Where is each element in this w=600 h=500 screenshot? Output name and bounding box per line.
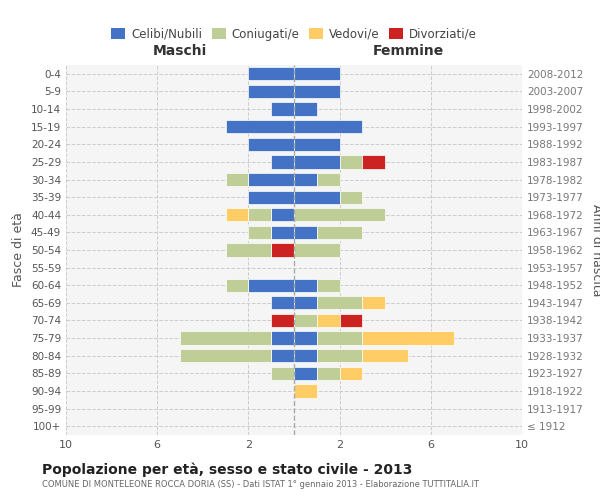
Bar [226,244,271,256]
Bar [226,278,248,292]
Bar [294,67,340,80]
Bar [271,156,294,168]
Bar [294,138,340,151]
Bar [226,173,248,186]
Bar [294,314,317,327]
Bar [294,332,317,344]
Bar [340,366,362,380]
Bar [294,244,340,256]
Text: Maschi: Maschi [153,44,207,58]
Bar [294,156,340,168]
Bar [294,278,317,292]
Bar [226,120,294,134]
Bar [271,226,294,239]
Bar [294,384,317,398]
Bar [271,349,294,362]
Bar [294,190,340,204]
Bar [248,67,294,80]
Bar [294,226,317,239]
Bar [294,120,362,134]
Bar [294,296,317,310]
Bar [248,173,294,186]
Bar [317,349,362,362]
Bar [271,244,294,256]
Text: Popolazione per età, sesso e stato civile - 2013: Popolazione per età, sesso e stato civil… [42,462,412,477]
Bar [180,332,271,344]
Bar [340,156,362,168]
Bar [340,190,362,204]
Bar [248,190,294,204]
Bar [180,349,271,362]
Bar [317,226,362,239]
Y-axis label: Fasce di età: Fasce di età [13,212,25,288]
Bar [248,138,294,151]
Bar [317,296,362,310]
Bar [294,85,340,98]
Y-axis label: Anni di nascita: Anni di nascita [590,204,600,296]
Bar [294,173,317,186]
Bar [362,296,385,310]
Bar [271,102,294,116]
Bar [362,332,454,344]
Bar [317,332,362,344]
Bar [248,226,271,239]
Bar [226,208,248,222]
Bar [362,156,385,168]
Bar [362,349,408,362]
Bar [340,314,362,327]
Bar [248,278,294,292]
Bar [248,85,294,98]
Bar [294,366,317,380]
Bar [317,314,340,327]
Bar [317,173,340,186]
Bar [271,208,294,222]
Bar [317,366,340,380]
Bar [271,296,294,310]
Text: Femmine: Femmine [373,44,443,58]
Bar [317,278,340,292]
Bar [248,208,271,222]
Legend: Celibi/Nubili, Coniugati/e, Vedovi/e, Divorziati/e: Celibi/Nubili, Coniugati/e, Vedovi/e, Di… [106,23,482,45]
Bar [294,208,385,222]
Bar [271,332,294,344]
Text: COMUNE DI MONTELEONE ROCCA DORIA (SS) - Dati ISTAT 1° gennaio 2013 - Elaborazion: COMUNE DI MONTELEONE ROCCA DORIA (SS) - … [42,480,479,489]
Bar [294,349,317,362]
Bar [271,366,294,380]
Bar [271,314,294,327]
Bar [294,102,317,116]
